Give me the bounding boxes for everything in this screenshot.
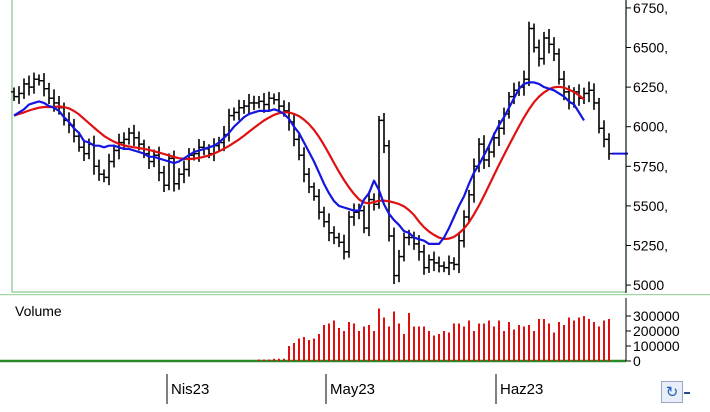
price-panel: 5000 5250, 5500, 5750, 6000, 6250, 6500, 6750,	[11, 0, 668, 293]
price-tick-label: 6500,	[633, 40, 668, 56]
price-tick-label: 5500,	[633, 198, 668, 214]
volume-panel-divider	[0, 294, 710, 296]
ma-short-line	[13, 81, 585, 245]
refresh-icon: ↻	[665, 383, 679, 401]
x-tick-label: May23	[330, 381, 375, 398]
volume-tick-label: 200000	[633, 323, 680, 339]
volume-tick-label: 100000	[633, 338, 680, 354]
volume-bars	[258, 308, 610, 361]
refresh-button[interactable]: ↻	[661, 381, 683, 403]
x-axis: Nis23 May23 Haz23	[166, 374, 543, 404]
volume-panel-title: Volume	[15, 303, 62, 319]
price-tick-label: 6750,	[633, 0, 668, 16]
price-tick-label: 5750,	[633, 158, 668, 174]
x-tick-label: Nis23	[171, 381, 209, 398]
ma-long-line	[13, 85, 585, 241]
price-tick-label: 5250,	[633, 237, 668, 253]
price-tick-label: 5000	[633, 277, 664, 293]
x-tick-label: Haz23	[500, 381, 543, 398]
volume-tick-label: 300000	[633, 308, 680, 324]
volume-tick-label: 0	[633, 353, 641, 369]
refresh-dropdown-handle[interactable]	[684, 392, 690, 394]
price-tick-label: 6000,	[633, 119, 668, 135]
price-tick-label: 6250,	[633, 79, 668, 95]
